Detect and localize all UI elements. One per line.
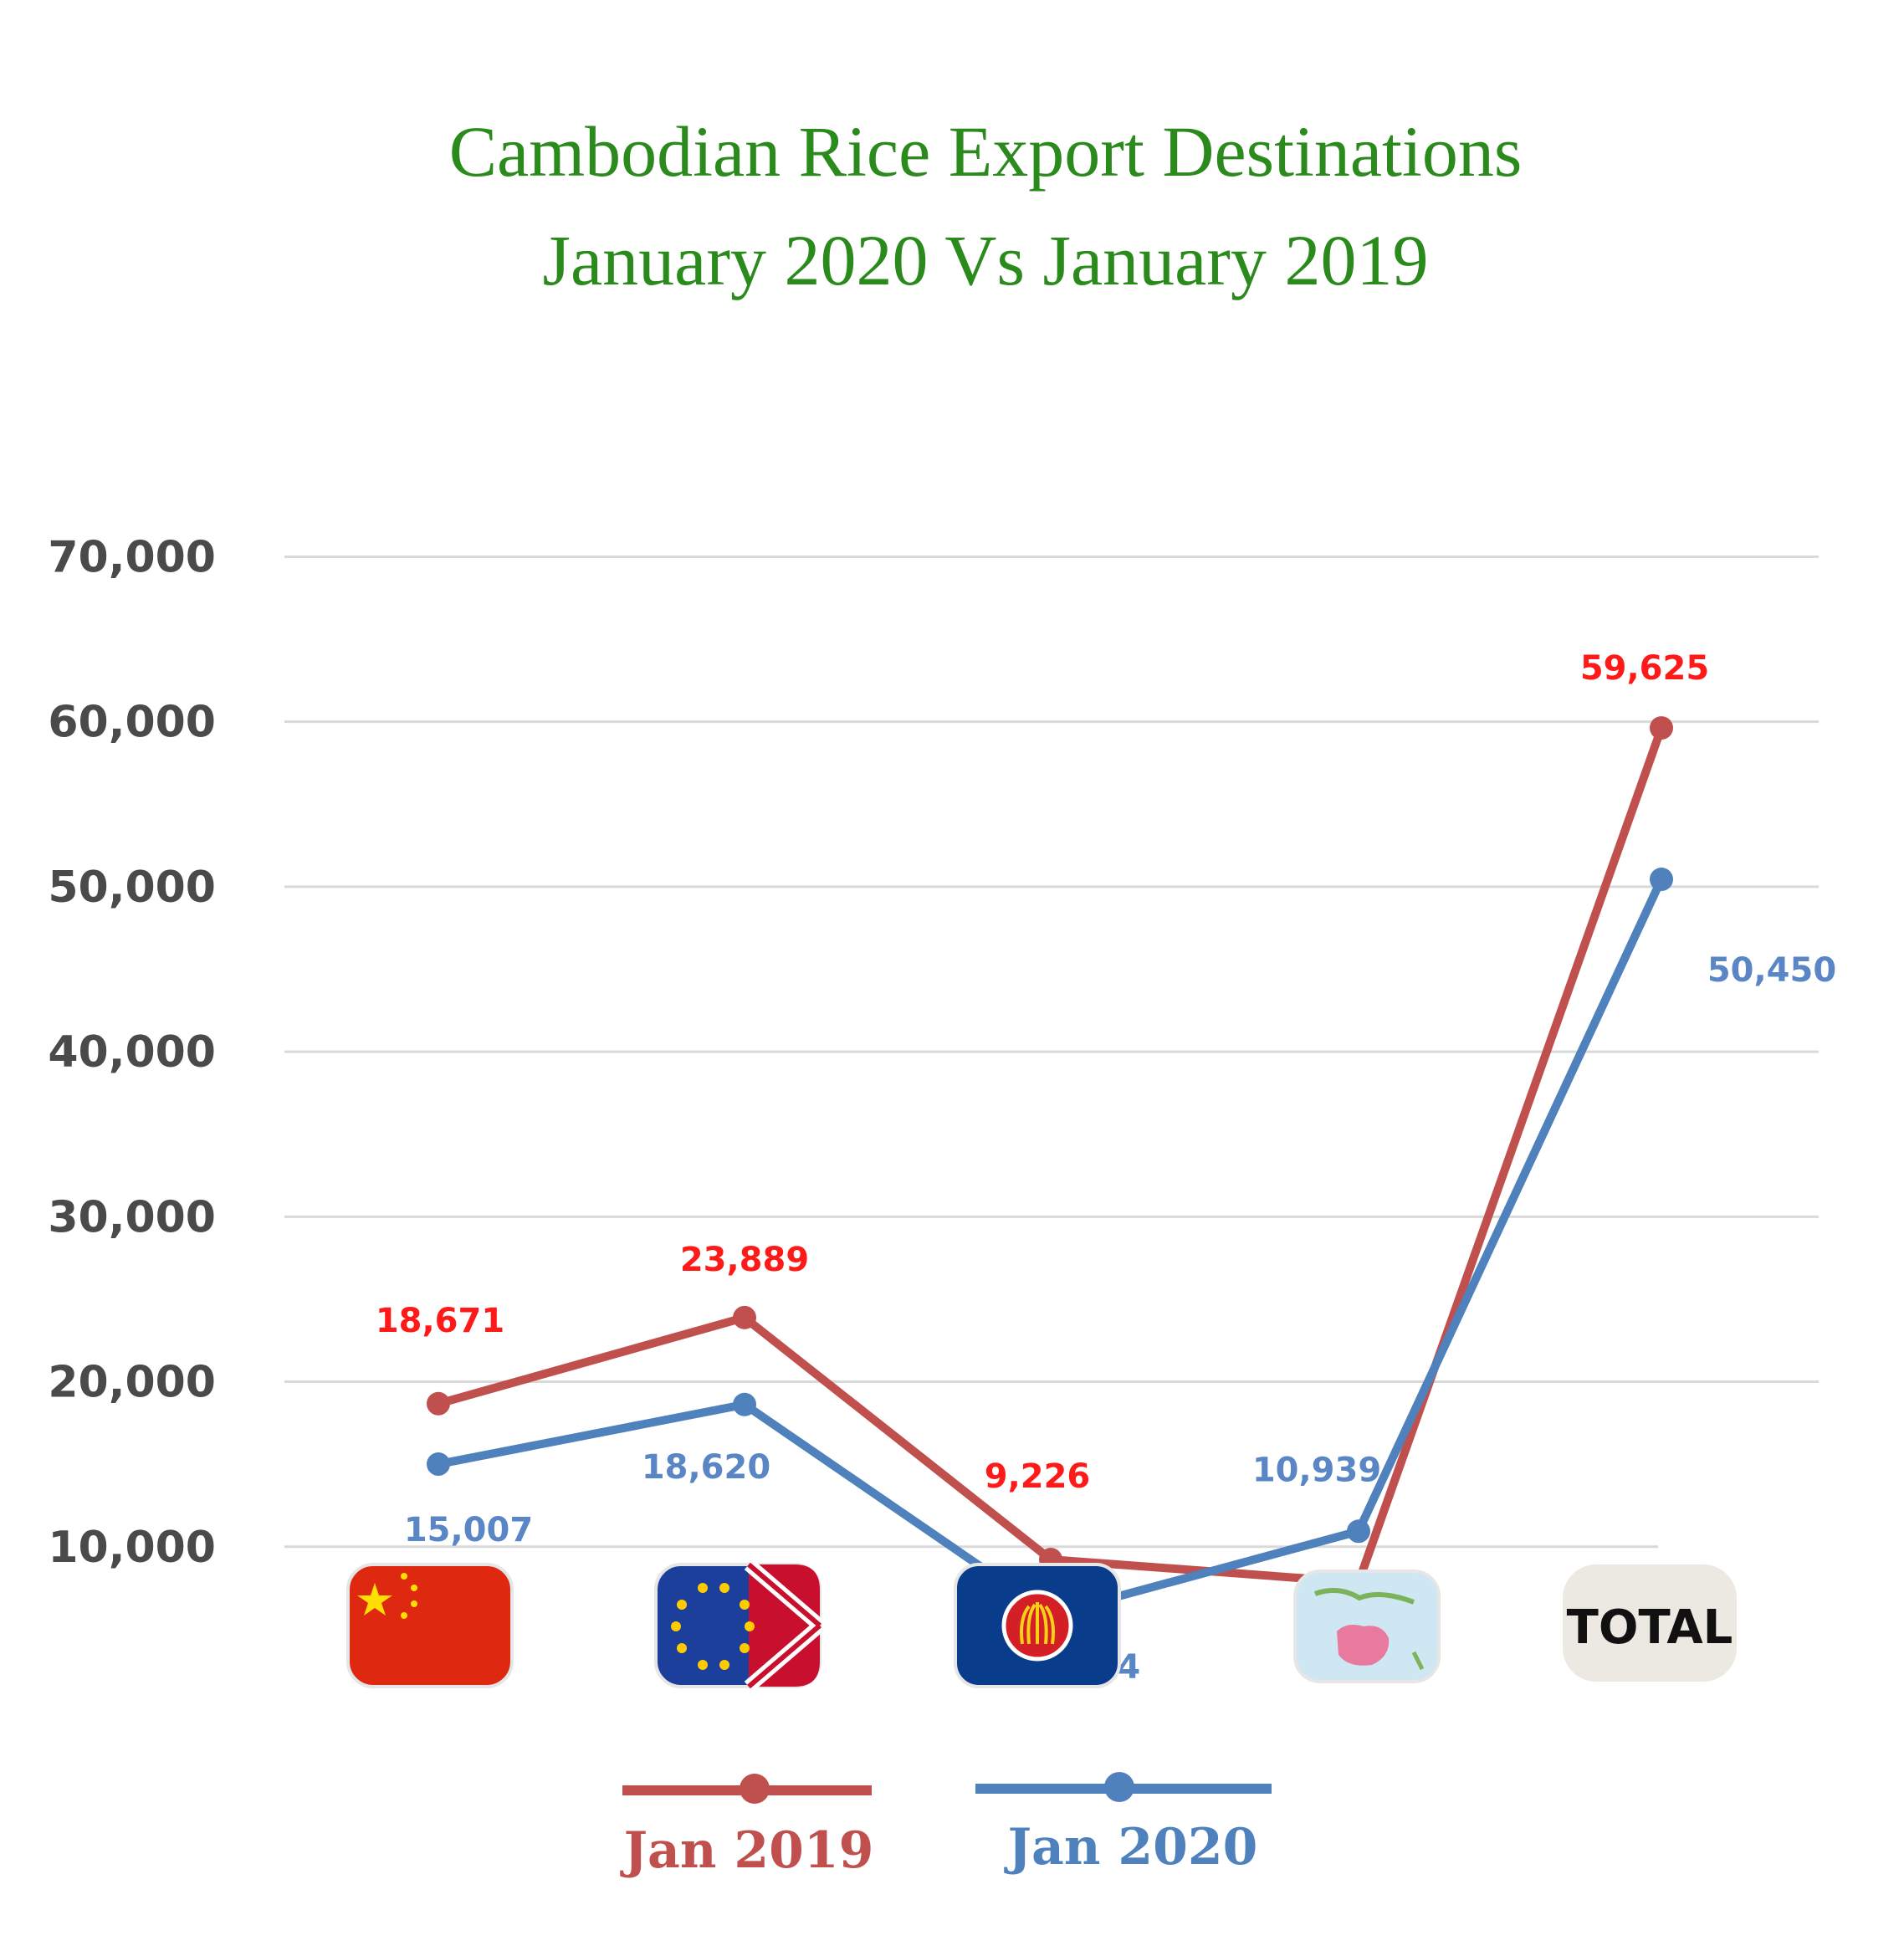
- chart-subtitle: January 2020 Vs January 2019: [543, 220, 1429, 300]
- y-tick-label: 50,000: [48, 863, 216, 913]
- data-label: 59,625: [1580, 649, 1709, 688]
- y-tick-label: 40,000: [48, 1027, 216, 1078]
- data-label: 50,450: [1707, 951, 1836, 990]
- data-label: 18,671: [376, 1302, 504, 1340]
- chart-title: Cambodian Rice Export Destinations: [449, 111, 1523, 192]
- china-flag-icon: [346, 1563, 514, 1688]
- oceania-map-icon: [1293, 1570, 1441, 1683]
- data-label: 15,007: [404, 1511, 533, 1549]
- y-tick-label: 30,000: [48, 1192, 216, 1242]
- asean-flag-icon: [954, 1563, 1121, 1688]
- data-label: 10,939: [1252, 1451, 1381, 1489]
- legend-item-jan-2019: Jan 2019: [620, 1774, 874, 1880]
- legend-marker-jan-2020: [1104, 1772, 1134, 1802]
- x-axis-categories: TOTAL: [346, 1559, 1737, 1692]
- data-point: [1650, 868, 1673, 892]
- legend-label-jan-2020: Jan 2020: [1004, 1818, 1258, 1877]
- y-tick-label: 70,000: [48, 532, 216, 582]
- eu-uk-flag-icon: [654, 1559, 825, 1692]
- y-tick-label: 20,000: [48, 1358, 216, 1408]
- legend-label-jan-2019: Jan 2019: [620, 1821, 874, 1880]
- y-axis-tick-labels: 10,000 20,000 30,000 40,000 50,000 60,000 70,0…: [48, 532, 216, 1572]
- data-point: [733, 1392, 756, 1416]
- data-label: 9,226: [985, 1457, 1091, 1496]
- data-point: [427, 1452, 450, 1477]
- series-line-jan-2019: [437, 726, 1666, 1587]
- data-label: 23,889: [680, 1241, 809, 1279]
- total-rice-icon: TOTAL: [1563, 1564, 1737, 1682]
- total-label: TOTAL: [1567, 1600, 1733, 1655]
- legend-marker-jan-2019: [740, 1774, 770, 1804]
- data-point: [733, 1305, 756, 1329]
- gridlines: [284, 555, 1819, 1549]
- legend: Jan 2019 Jan 2020: [620, 1772, 1272, 1880]
- data-label: 18,620: [642, 1448, 770, 1487]
- y-tick-label: 60,000: [48, 698, 216, 748]
- data-point: [1650, 716, 1673, 740]
- data-labels: 18,67123,8899,2267,83959,62515,00718,620…: [376, 649, 1836, 1687]
- data-point: [427, 1391, 450, 1416]
- legend-item-jan-2020: Jan 2020: [975, 1772, 1272, 1877]
- data-point: [1347, 1519, 1370, 1544]
- y-tick-label: 10,000: [48, 1523, 216, 1573]
